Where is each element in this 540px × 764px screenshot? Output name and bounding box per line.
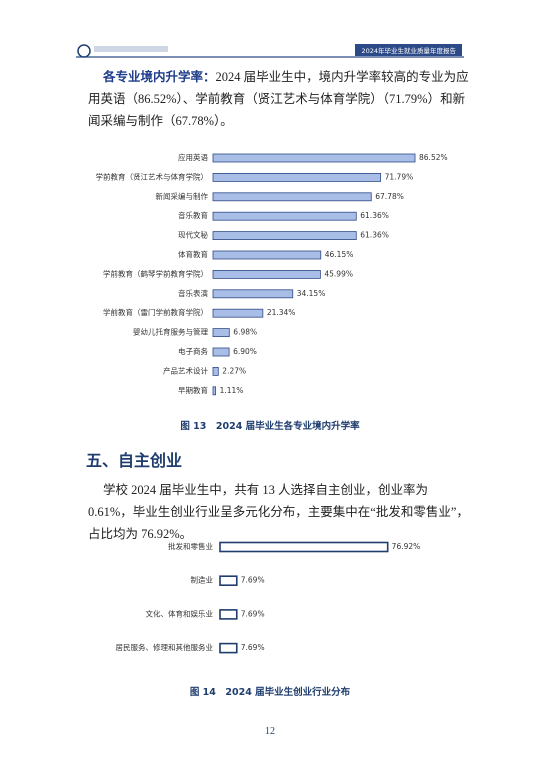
header-title: 2024年毕业生就业质量年度报告 xyxy=(355,44,462,56)
page-number: 12 xyxy=(265,726,275,737)
category-label: 学前教育（贤江艺术与体育学院） xyxy=(96,171,209,181)
bar xyxy=(212,328,230,338)
category-label: 早期教育 xyxy=(178,385,208,395)
value-label: 34.15% xyxy=(297,289,326,298)
value-label: 67.78% xyxy=(375,192,404,201)
figure-caption: 图 13 2024 届毕业生各专业境内升学率 xyxy=(180,421,360,432)
category-label: 音乐教育 xyxy=(178,210,208,220)
paragraph: 各专业境内升学率：2024 届毕业生中，境内升学率较高的专业为应用英语（86.5… xyxy=(88,66,470,132)
bar xyxy=(212,250,322,260)
value-label: 86.52% xyxy=(419,153,448,162)
value-label: 61.36% xyxy=(360,231,389,240)
category-label: 居民服务、修理和其他服务业 xyxy=(116,642,214,652)
bar xyxy=(212,269,321,279)
bar xyxy=(219,642,238,654)
category-label: 现代文秘 xyxy=(178,230,208,240)
paragraph: 学校 2024 届毕业生中，共有 13 人选择自主创业，创业率为 0.61%，毕… xyxy=(88,483,469,541)
bar xyxy=(212,366,219,376)
bar xyxy=(212,347,230,357)
category-label: 学前教育（雷门学前教育学院） xyxy=(103,307,208,317)
bar xyxy=(212,172,382,182)
bar xyxy=(212,308,264,318)
bar xyxy=(212,289,294,299)
category-label: 应用英语 xyxy=(178,152,208,162)
bar xyxy=(212,153,416,163)
category-label: 婴幼儿托育服务与管理 xyxy=(133,327,208,337)
paragraph-lead: 各专业境内升学率： xyxy=(103,70,216,84)
bar xyxy=(212,231,357,241)
value-label: 21.34% xyxy=(267,308,296,317)
category-label: 文化、体育和娱乐业 xyxy=(146,608,214,618)
value-label: 7.69% xyxy=(241,609,265,618)
bar xyxy=(212,192,372,202)
value-label: 1.11% xyxy=(220,386,244,395)
category-label: 新闻采编与制作 xyxy=(156,191,209,201)
value-label: 2.27% xyxy=(222,366,246,375)
value-label: 7.69% xyxy=(241,576,265,585)
logo-wordmark xyxy=(94,46,168,52)
value-label: 6.98% xyxy=(233,328,257,337)
value-label: 6.90% xyxy=(233,347,257,356)
value-label: 76.92% xyxy=(392,542,421,551)
category-label: 学前教育（鹤琴学前教育学院） xyxy=(103,268,208,278)
value-label: 46.15% xyxy=(325,250,354,259)
value-label: 7.69% xyxy=(241,643,265,652)
value-label: 45.99% xyxy=(324,269,353,278)
bar xyxy=(212,386,216,396)
category-label: 批发和零售业 xyxy=(168,541,213,551)
category-label: 电子商务 xyxy=(178,346,208,356)
paragraph-text: 2024 届毕业生中，境内升学率较高的专业为应用英语（86.52%）、学前教育（… xyxy=(88,70,469,128)
value-label: 61.36% xyxy=(360,211,389,220)
category-label: 音乐表演 xyxy=(178,288,208,298)
section-title: 五、自主创业 xyxy=(86,451,183,470)
bar xyxy=(219,575,238,587)
logo xyxy=(77,44,91,58)
bar xyxy=(219,541,389,553)
value-label: 71.79% xyxy=(385,172,414,181)
category-label: 产品艺术设计 xyxy=(163,365,208,375)
category-label: 体育教育 xyxy=(178,249,208,259)
figure-caption: 图 14 2024 届毕业生创业行业分布 xyxy=(189,687,351,698)
bar xyxy=(212,211,357,221)
category-label: 制造业 xyxy=(191,575,214,585)
bar xyxy=(219,609,238,620)
